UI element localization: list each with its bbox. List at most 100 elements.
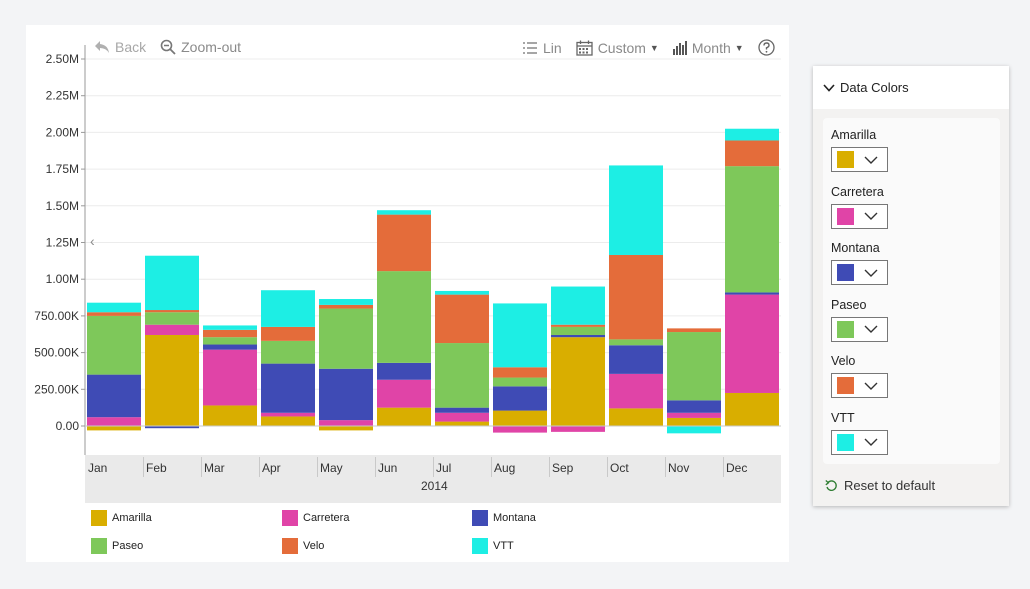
color-picker-dropdown[interactable]	[831, 203, 888, 229]
x-tick-label: Dec	[726, 461, 748, 475]
bar-segment-carretera	[145, 324, 199, 335]
bar-segment-montana	[551, 334, 605, 338]
bar-segment-velo	[377, 214, 431, 272]
x-axis-separator	[549, 457, 550, 477]
bar-segment-carretera	[551, 426, 605, 432]
legend-swatch	[472, 510, 488, 526]
legend-item[interactable]: Carretera	[282, 510, 349, 526]
range-dropdown[interactable]: Custom ▼	[576, 40, 659, 56]
bar-segment-amarilla	[145, 334, 199, 426]
zoom-out-label: Zoom-out	[181, 39, 242, 55]
bar-segment-amarilla	[377, 407, 431, 426]
bar-segment-paseo	[725, 166, 779, 293]
scale-button[interactable]: Lin	[522, 40, 562, 56]
bar-segment-amarilla	[667, 417, 721, 426]
chevron-down-icon	[823, 83, 835, 92]
bar-segment-paseo	[203, 337, 257, 345]
bar-segment-carretera	[87, 417, 141, 426]
bar-segment-amarilla	[203, 405, 257, 426]
x-tick-label: Sep	[552, 461, 574, 475]
color-picker-dropdown[interactable]	[831, 429, 888, 455]
bar-segment-amarilla	[435, 421, 489, 426]
legend-label: Carretera	[303, 512, 350, 524]
chevron-down-icon	[864, 325, 878, 333]
bar-segment-velo	[609, 254, 663, 340]
color-swatch	[837, 264, 854, 281]
bar-segment-montana	[319, 368, 373, 421]
bar-segment-velo	[87, 312, 141, 316]
period-dropdown[interactable]: Month ▼	[672, 40, 744, 56]
bar-segment-carretera	[493, 426, 547, 433]
y-tick-label: 500.00K	[34, 346, 79, 360]
color-swatch	[837, 377, 854, 394]
panel-title: Data Colors	[840, 80, 909, 95]
zoom-out-button[interactable]: Zoom-out	[160, 39, 241, 55]
y-tick-label: 1.75M	[46, 162, 79, 176]
help-button[interactable]	[758, 39, 780, 56]
bar-segment-carretera	[203, 349, 257, 406]
bar-segment-vtt	[493, 303, 547, 368]
bar-segment-velo	[551, 324, 605, 327]
x-axis-separator	[259, 457, 260, 477]
bar-chart-icon	[672, 40, 687, 55]
x-tick-label: Apr	[262, 461, 281, 475]
color-picker-dropdown[interactable]	[831, 316, 888, 342]
bar-segment-montana	[493, 386, 547, 411]
color-row-label: Paseo	[831, 297, 867, 312]
y-tick-label: 2.50M	[46, 52, 79, 66]
legend-item[interactable]: VTT	[472, 538, 514, 554]
legend-item[interactable]: Montana	[472, 510, 536, 526]
bar-segment-vtt	[145, 255, 199, 311]
range-label: Custom	[597, 39, 646, 56]
x-axis-separator	[433, 457, 434, 477]
bar-segment-paseo	[493, 377, 547, 387]
bar-segment-paseo	[261, 340, 315, 364]
chevron-down-icon	[864, 212, 878, 220]
legend-item[interactable]: Paseo	[91, 538, 143, 554]
legend-label: Paseo	[112, 540, 144, 552]
bar-segment-vtt	[319, 299, 373, 305]
x-axis-year: 2014	[421, 479, 448, 493]
legend-item[interactable]: Amarilla	[91, 510, 152, 526]
bar-segment-velo	[435, 294, 489, 344]
bar-segment-montana	[725, 292, 779, 295]
bar-segment-vtt	[667, 426, 721, 434]
color-picker-dropdown[interactable]	[831, 260, 888, 285]
bar-segment-vtt	[87, 302, 141, 313]
data-colors-panel: Data Colors Amarilla Carretera Montana Pase…	[813, 66, 1009, 506]
x-tick-label: Jun	[378, 461, 398, 475]
bar-segment-montana	[87, 374, 141, 418]
color-row-label: Montana	[831, 241, 880, 255]
color-row: Velo	[831, 354, 888, 398]
back-button[interactable]: Back	[94, 39, 146, 55]
bar-segment-velo	[667, 328, 721, 333]
caret-down-icon: ▼	[734, 42, 744, 53]
chevron-left-icon[interactable]: ‹	[90, 233, 95, 249]
x-axis-separator	[143, 457, 144, 477]
panel-header[interactable]: Data Colors	[813, 66, 1009, 109]
list-lines-icon	[523, 41, 537, 54]
bar-segment-vtt	[203, 325, 257, 330]
color-picker-dropdown[interactable]	[831, 147, 888, 172]
bar-segment-amarilla	[319, 426, 373, 431]
bar-segment-carretera	[261, 412, 315, 417]
x-tick-label: Oct	[610, 461, 629, 475]
legend-item[interactable]: Velo	[282, 538, 324, 554]
caret-down-icon: ▼	[649, 42, 659, 53]
bar-segment-paseo	[319, 308, 373, 369]
y-tick-label: 1.00M	[46, 272, 79, 286]
legend-label: Velo	[303, 540, 325, 552]
bar-segment-carretera	[725, 294, 779, 393]
reset-to-default-button[interactable]: Reset to default	[825, 478, 935, 493]
legend-swatch	[472, 538, 488, 554]
color-swatch	[837, 151, 854, 168]
x-tick-label: Feb	[146, 461, 167, 475]
color-picker-dropdown[interactable]	[831, 373, 888, 398]
bar-segment-paseo	[609, 339, 663, 346]
bar-segment-amarilla	[87, 426, 141, 431]
x-axis-separator	[375, 457, 376, 477]
bar-segment-montana	[377, 362, 431, 380]
bar-segment-montana	[609, 345, 663, 374]
bar-segment-carretera	[377, 379, 431, 408]
bar-segment-velo	[261, 326, 315, 341]
